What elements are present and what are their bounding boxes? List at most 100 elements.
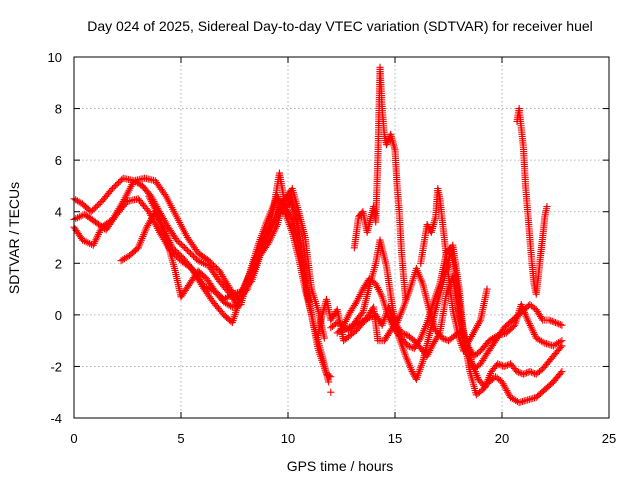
data-point (545, 382, 553, 390)
y-tick-label: 0 (55, 308, 62, 323)
data-point (225, 316, 234, 324)
data-point (509, 316, 517, 324)
data-point (539, 387, 547, 395)
x-axis-label: GPS time / hours (287, 458, 394, 474)
data-point (224, 315, 232, 323)
x-tick-label: 25 (602, 431, 616, 446)
data-point (320, 334, 328, 342)
data-point (543, 203, 551, 211)
data-point (542, 384, 550, 392)
data-point (128, 249, 137, 257)
data-point (504, 328, 512, 336)
data-point (544, 383, 552, 391)
data-point (92, 203, 100, 211)
data-point (214, 290, 222, 298)
data-point (532, 393, 540, 401)
data-point (558, 368, 566, 376)
grid-lines (74, 57, 609, 418)
data-point (194, 267, 202, 275)
data-point (84, 205, 92, 213)
data-point (89, 206, 97, 214)
data-point (483, 285, 491, 293)
data-point (507, 325, 515, 333)
data-point (185, 248, 193, 256)
x-tick-label: 5 (177, 431, 184, 446)
data-point (541, 386, 549, 394)
data-point (217, 293, 225, 301)
data-point (198, 271, 206, 279)
data-point (503, 321, 511, 329)
data-point (195, 268, 204, 276)
data-point (95, 200, 103, 208)
y-tick-label: 10 (48, 50, 62, 65)
data-point (536, 389, 545, 398)
series-spike-c (417, 184, 491, 355)
data-point (325, 372, 333, 380)
x-tick-label: 10 (281, 431, 295, 446)
data-point (80, 201, 88, 209)
data-point (189, 252, 198, 260)
data-point (535, 391, 543, 399)
data-point (212, 264, 221, 272)
data-point (176, 239, 184, 247)
data-point (215, 291, 224, 300)
data-point (96, 199, 104, 207)
x-tick-label: 15 (388, 431, 402, 446)
data-point (502, 322, 510, 331)
series-spike-b (513, 105, 551, 298)
data-point (177, 240, 185, 249)
y-tick-label: -2 (50, 359, 62, 374)
x-tick-label: 0 (70, 431, 77, 446)
data-point (127, 250, 135, 258)
data-point (81, 203, 89, 211)
tick-labels: 0 5 10 15 20 25 -4 -2 0 2 4 6 8 10 (48, 50, 617, 446)
y-tick-label: 2 (55, 256, 62, 271)
data-point (223, 313, 231, 321)
series-trace-5 (145, 187, 313, 306)
data-point (186, 249, 195, 257)
series-trace-8 (327, 244, 566, 373)
data-point (93, 202, 101, 210)
data-point (179, 242, 187, 250)
data-point (534, 392, 542, 400)
data-point (402, 295, 410, 303)
y-tick-label: 4 (55, 205, 62, 220)
data-point (182, 245, 190, 253)
data-point (546, 380, 555, 389)
data-point (500, 324, 508, 332)
data-point (118, 176, 126, 184)
data-point (113, 180, 121, 188)
data-point (221, 312, 229, 320)
data-point (327, 373, 335, 381)
data-point (548, 379, 556, 387)
data-point (180, 243, 188, 251)
data-point (183, 246, 191, 254)
data-point (502, 329, 510, 337)
data-point (506, 319, 514, 327)
data-point (220, 311, 228, 319)
data-point (211, 288, 219, 296)
data-point (83, 204, 91, 212)
data-point (131, 246, 139, 254)
data-point (305, 298, 313, 306)
y-axis-label: SDTVAR / TECUs (6, 182, 22, 294)
data-point (504, 320, 512, 328)
chart-title: Day 024 of 2025, Sidereal Day-to-day VTE… (87, 18, 593, 34)
y-tick-label: -4 (50, 411, 62, 426)
series-dip-12 (327, 388, 335, 396)
series-trace-9 (337, 264, 566, 360)
data-point (191, 254, 199, 262)
data-points (70, 63, 566, 407)
data-point (558, 321, 566, 329)
data-point (505, 326, 513, 334)
data-point (197, 270, 205, 278)
data-point (110, 183, 118, 191)
data-point (188, 251, 196, 259)
data-point (112, 182, 120, 190)
y-tick-label: 8 (55, 102, 62, 117)
data-point (307, 311, 316, 319)
data-point (126, 252, 134, 260)
data-point (79, 200, 87, 208)
x-tick-label: 20 (495, 431, 509, 446)
